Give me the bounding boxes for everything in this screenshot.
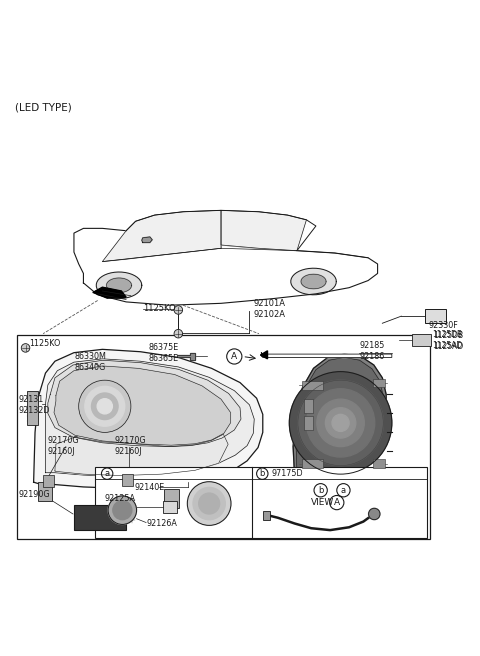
Text: 92101A
92102A: 92101A 92102A [253, 299, 285, 319]
Bar [425, 309, 446, 323]
Text: a: a [105, 469, 110, 478]
Circle shape [174, 329, 182, 338]
Circle shape [174, 306, 182, 314]
Circle shape [306, 389, 375, 457]
Circle shape [369, 508, 380, 520]
Circle shape [298, 380, 384, 466]
Text: 92170G
92160J: 92170G 92160J [48, 436, 80, 456]
Circle shape [325, 408, 356, 438]
Bar [301, 381, 323, 390]
Polygon shape [142, 237, 152, 243]
Bar [96, 468, 427, 538]
Bar [74, 505, 126, 529]
Bar [164, 489, 179, 508]
Bar [163, 501, 178, 513]
Bar [304, 399, 312, 413]
Bar [43, 475, 54, 487]
Bar [373, 379, 384, 387]
Text: b: b [318, 485, 324, 495]
Circle shape [85, 386, 125, 426]
Bar [301, 459, 323, 468]
Polygon shape [96, 272, 142, 298]
Text: 92131
92132D: 92131 92132D [19, 395, 50, 415]
Text: b: b [260, 469, 265, 478]
Bar [304, 416, 312, 430]
Polygon shape [93, 287, 126, 298]
Text: 92190G: 92190G [19, 489, 50, 499]
Circle shape [108, 496, 137, 524]
Bar [122, 474, 133, 485]
Polygon shape [107, 278, 132, 293]
Text: 1125DB
1125AD: 1125DB 1125AD [433, 331, 464, 352]
Text: VIEW: VIEW [311, 498, 335, 507]
Polygon shape [221, 211, 306, 251]
Bar [17, 335, 430, 539]
Text: 97175D: 97175D [272, 469, 303, 478]
Bar [412, 334, 431, 346]
Polygon shape [293, 354, 386, 495]
Text: 1125KO: 1125KO [29, 338, 60, 348]
Polygon shape [291, 268, 336, 295]
Text: A: A [231, 352, 238, 361]
Circle shape [187, 482, 231, 525]
Polygon shape [48, 360, 241, 447]
Text: 92170G
92160J: 92170G 92160J [115, 436, 146, 456]
Polygon shape [261, 351, 267, 359]
Polygon shape [54, 366, 230, 445]
Circle shape [193, 487, 225, 520]
Polygon shape [74, 228, 378, 305]
Polygon shape [102, 211, 221, 262]
Circle shape [97, 399, 112, 414]
Bar [38, 482, 52, 501]
Circle shape [332, 415, 349, 432]
Text: 1125DB
1125AD: 1125DB 1125AD [432, 330, 462, 350]
Text: 92330F: 92330F [429, 321, 458, 330]
Circle shape [317, 399, 364, 447]
Bar [26, 391, 38, 425]
Text: 92125A: 92125A [105, 494, 136, 503]
Circle shape [92, 393, 118, 420]
Text: 86375E
86365E: 86375E 86365E [149, 343, 179, 363]
Circle shape [199, 493, 219, 514]
Polygon shape [296, 358, 384, 492]
Text: a: a [341, 485, 346, 495]
Text: 1125KO: 1125KO [143, 304, 175, 312]
Text: A: A [334, 498, 340, 507]
Bar [373, 459, 384, 468]
Text: 92140E: 92140E [135, 483, 165, 492]
Polygon shape [178, 353, 195, 359]
Polygon shape [261, 353, 392, 358]
Circle shape [289, 372, 392, 474]
Polygon shape [55, 434, 228, 476]
Bar [263, 511, 270, 520]
Circle shape [113, 501, 132, 520]
Circle shape [21, 344, 30, 352]
Polygon shape [46, 359, 254, 476]
Text: 92185
92186: 92185 92186 [360, 340, 385, 361]
Text: 86330M
86340G: 86330M 86340G [75, 352, 107, 372]
Text: 92126A: 92126A [146, 519, 177, 528]
Polygon shape [301, 274, 326, 289]
Text: (LED TYPE): (LED TYPE) [14, 102, 72, 113]
Polygon shape [34, 350, 263, 488]
Circle shape [79, 380, 131, 432]
